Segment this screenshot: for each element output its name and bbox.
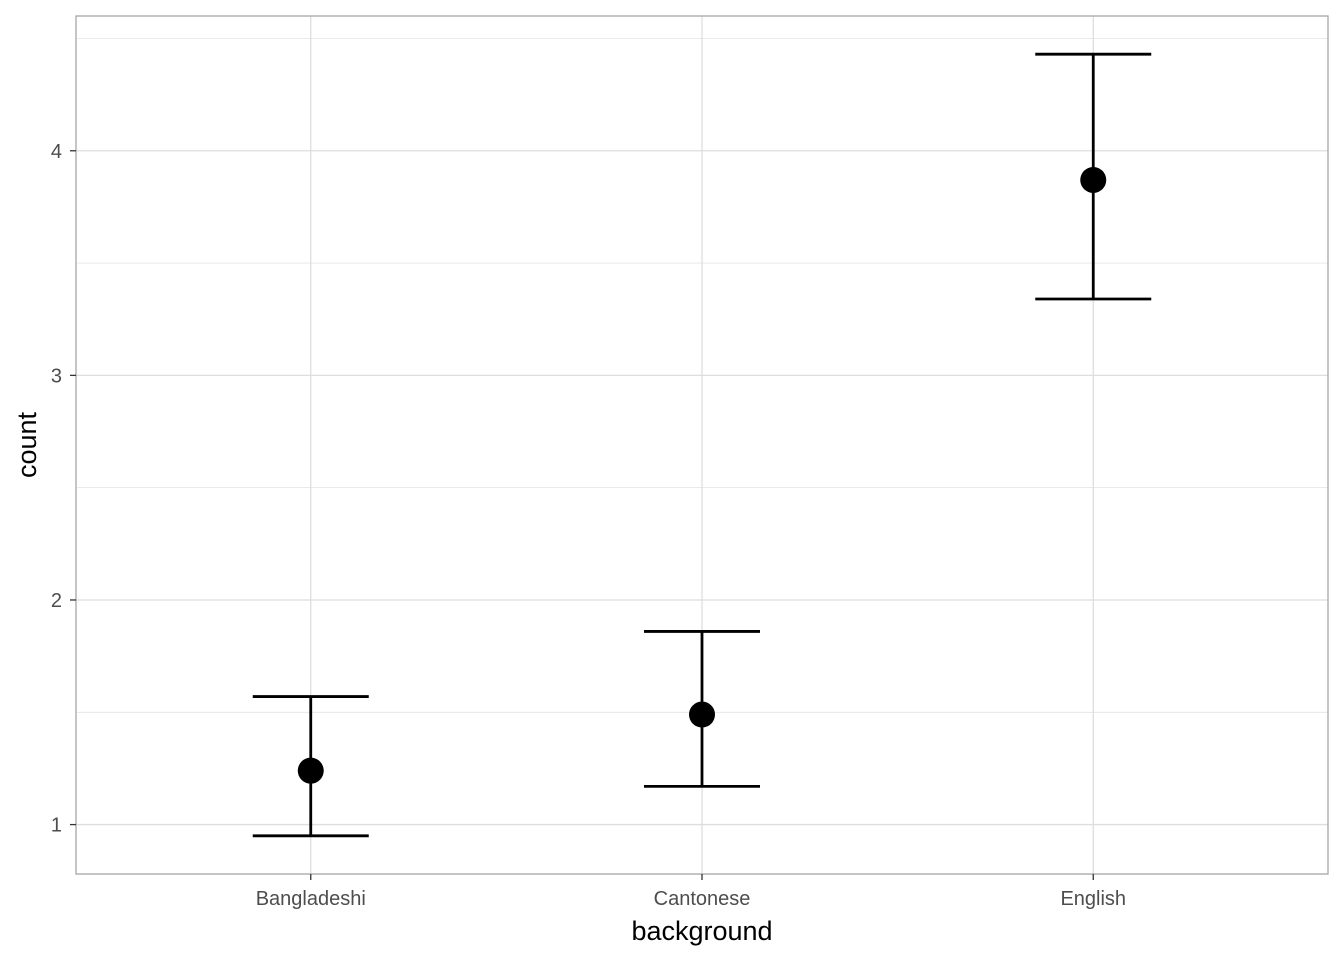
errorbar-group [644, 630, 760, 788]
y-tick-label: 3 [51, 365, 62, 387]
plot-marks [252, 52, 1152, 838]
x-tick-label: Cantonese [654, 888, 751, 910]
y-axis: 1 2 3 4 [51, 141, 76, 837]
y-tick-label: 4 [51, 141, 62, 163]
data-point [297, 757, 324, 784]
errorbar-group [1035, 52, 1152, 301]
data-point [689, 701, 715, 728]
x-tick-label: Bangladeshi [256, 888, 366, 910]
y-tick-label: 1 [51, 815, 62, 837]
errorbar-group [252, 695, 369, 838]
y-tick-label: 2 [51, 590, 62, 612]
x-axis: Bangladeshi Cantonese English [256, 874, 1126, 910]
data-point [1080, 166, 1107, 193]
x-tick-label: English [1060, 888, 1126, 910]
x-axis-title: background [631, 916, 772, 946]
y-axis-title: count [12, 411, 42, 478]
